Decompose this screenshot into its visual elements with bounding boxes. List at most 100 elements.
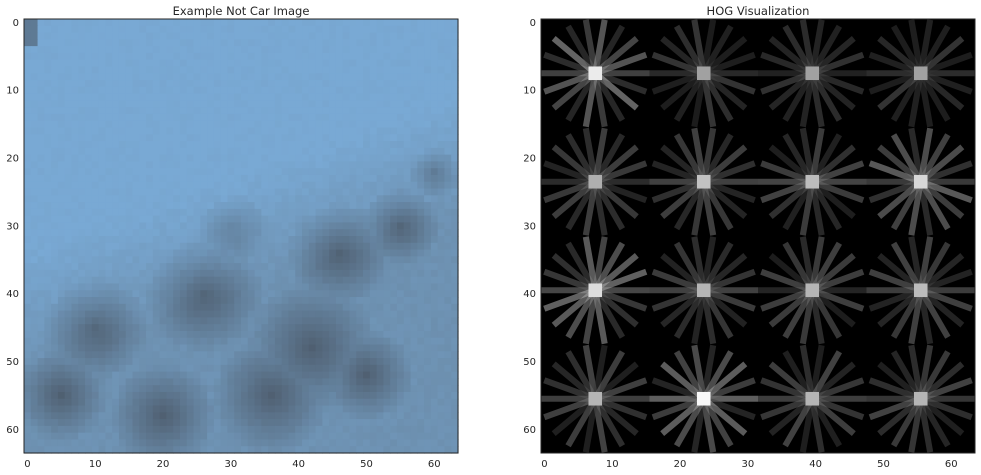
image-pixel <box>342 256 351 264</box>
image-pixel <box>71 398 79 407</box>
image-pixel <box>71 324 79 332</box>
image-pixel <box>363 32 371 40</box>
image-pixel <box>376 256 385 264</box>
image-pixel <box>369 202 378 210</box>
image-pixel <box>437 39 446 47</box>
image-pixel <box>241 19 249 27</box>
image-pixel <box>57 80 66 88</box>
image-pixel <box>57 317 66 325</box>
image-pixel <box>105 181 113 190</box>
image-pixel <box>44 188 52 196</box>
image-pixel <box>335 19 344 27</box>
image-pixel <box>105 188 113 196</box>
image-pixel <box>356 141 364 149</box>
image-pixel <box>179 202 188 210</box>
image-pixel <box>315 195 323 203</box>
image-pixel <box>98 337 106 346</box>
image-pixel <box>44 317 52 325</box>
image-pixel <box>383 73 391 81</box>
image-pixel <box>410 46 418 54</box>
image-pixel <box>179 181 188 190</box>
image-pixel <box>430 134 439 142</box>
image-pixel <box>37 168 45 176</box>
image-pixel <box>159 242 168 251</box>
image-pixel <box>261 80 269 88</box>
image-pixel <box>369 86 378 95</box>
image-pixel <box>295 446 303 454</box>
image-pixel <box>261 100 269 108</box>
image-pixel <box>376 432 385 441</box>
image-pixel <box>349 446 357 454</box>
image-pixel <box>166 324 174 332</box>
image-pixel <box>227 188 235 196</box>
x-tick-label: 60 <box>945 459 958 470</box>
image-pixel <box>78 59 86 68</box>
image-pixel <box>349 364 357 373</box>
image-pixel <box>363 405 371 413</box>
image-pixel <box>315 283 323 291</box>
image-pixel <box>186 236 195 244</box>
image-pixel <box>322 364 330 373</box>
image-pixel <box>179 174 188 183</box>
image-pixel <box>444 52 452 61</box>
image-pixel <box>71 229 79 237</box>
image-pixel <box>342 39 351 47</box>
image-pixel <box>308 371 317 380</box>
image-pixel <box>451 337 459 346</box>
image-pixel <box>51 86 59 95</box>
image-pixel <box>403 154 412 163</box>
image-pixel <box>376 86 385 95</box>
image-pixel <box>295 405 303 413</box>
x-tick-label: 10 <box>89 459 102 470</box>
image-pixel <box>78 46 86 54</box>
image-pixel <box>125 256 134 264</box>
image-pixel <box>24 174 32 183</box>
image-pixel <box>193 202 201 210</box>
image-pixel <box>288 147 296 156</box>
image-pixel <box>444 303 452 312</box>
image-pixel <box>166 188 174 196</box>
image-pixel <box>281 378 290 386</box>
image-pixel <box>308 364 317 373</box>
image-pixel <box>288 446 296 454</box>
image-pixel <box>308 351 317 359</box>
image-pixel <box>430 371 439 380</box>
image-pixel <box>213 168 222 176</box>
image-pixel <box>247 154 256 163</box>
image-pixel <box>451 324 459 332</box>
image-pixel <box>261 337 269 346</box>
image-pixel <box>37 161 45 169</box>
image-pixel <box>335 330 344 339</box>
image-pixel <box>254 425 262 434</box>
image-pixel <box>220 86 229 95</box>
image-pixel <box>356 66 364 74</box>
image-pixel <box>444 25 452 34</box>
image-pixel <box>396 120 405 129</box>
image-pixel <box>152 439 161 447</box>
image-pixel <box>186 378 195 386</box>
image-pixel <box>91 385 100 393</box>
image-pixel <box>207 249 215 257</box>
image-pixel <box>220 46 229 54</box>
image-pixel <box>410 269 418 278</box>
image-pixel <box>193 263 201 271</box>
image-pixel <box>159 52 168 61</box>
image-pixel <box>220 19 229 27</box>
image-pixel <box>315 303 323 312</box>
image-pixel <box>118 73 127 81</box>
image-pixel <box>227 303 235 312</box>
image-pixel <box>315 46 323 54</box>
image-pixel <box>376 168 385 176</box>
image-pixel <box>403 174 412 183</box>
image-pixel <box>417 269 425 278</box>
image-pixel <box>234 412 242 420</box>
image-pixel <box>274 249 283 257</box>
image-pixel <box>274 317 283 325</box>
image-pixel <box>268 283 276 291</box>
image-pixel <box>308 398 317 407</box>
image-pixel <box>295 134 303 142</box>
image-pixel <box>281 344 290 352</box>
image-pixel <box>37 107 45 115</box>
image-pixel <box>85 256 93 264</box>
image-pixel <box>376 344 385 352</box>
